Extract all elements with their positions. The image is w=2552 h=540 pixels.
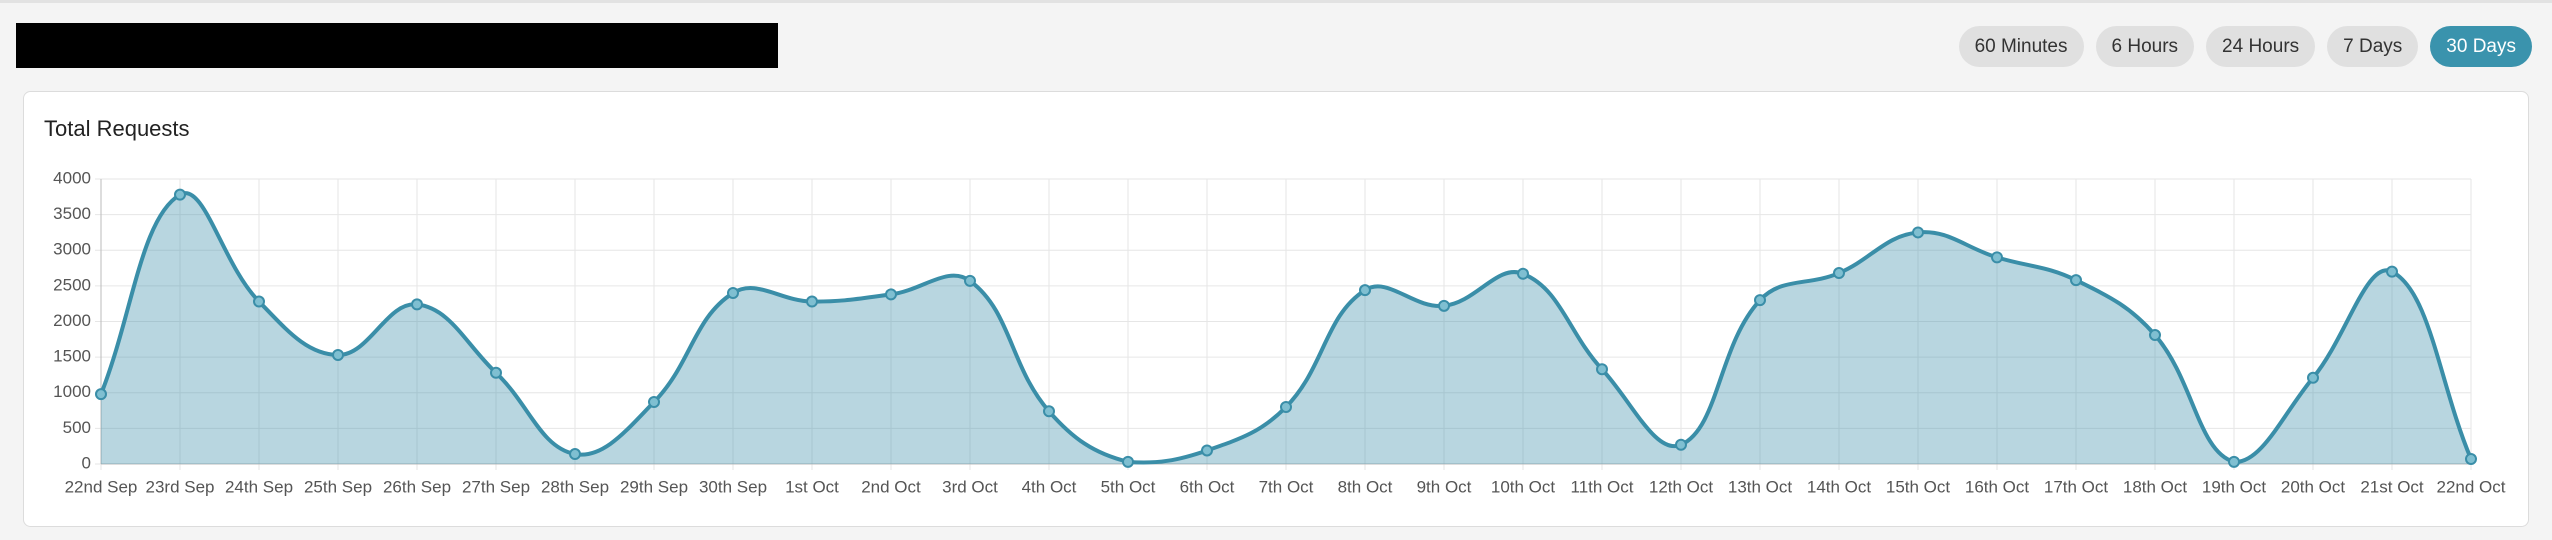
x-tick-label: 23rd Sep: [146, 477, 215, 496]
point: [885, 288, 897, 301]
x-tick-label: 15th Oct: [1886, 477, 1951, 496]
point: [2149, 329, 2161, 342]
x-tick-label: 27th Sep: [462, 477, 530, 496]
x-tick-label: 22nd Oct: [2437, 477, 2506, 496]
x-tick-label: 14th Oct: [1807, 477, 1872, 496]
point: [1991, 251, 2003, 264]
point: [2070, 274, 2082, 287]
redacted-title: [16, 23, 778, 68]
point: [1359, 284, 1371, 297]
y-tick-label: 3500: [53, 204, 91, 223]
point: [490, 366, 502, 379]
point: [1517, 267, 1529, 280]
x-tick-label: 18th Oct: [2123, 477, 2188, 496]
x-tick-label: 11th Oct: [1571, 477, 1634, 496]
range-button[interactable]: 60 Minutes: [1958, 26, 2084, 67]
x-tick-label: 13th Oct: [1728, 477, 1793, 496]
x-tick-label: 29th Sep: [620, 477, 688, 496]
point: [2307, 371, 2319, 384]
range-button[interactable]: 24 Hours: [2206, 26, 2316, 67]
point: [174, 188, 186, 201]
x-tick-label: 16th Oct: [1965, 477, 2030, 496]
x-tick-label: 28th Sep: [541, 477, 609, 496]
y-tick-label: 2000: [53, 311, 91, 330]
point: [1438, 299, 1450, 312]
range-button[interactable]: 6 Hours: [2095, 26, 2195, 67]
point: [1043, 405, 1055, 418]
point: [332, 348, 344, 361]
point: [1596, 363, 1608, 376]
point: [727, 287, 739, 299]
chart: Total Requests 22nd Sep 23rd Sep 24th Sep 2…: [16, 23, 2529, 527]
x-tick-label: 22nd Sep: [65, 477, 138, 496]
point: [2465, 453, 2477, 466]
x-tick-label: 20th Oct: [2281, 477, 2346, 496]
x-tick-label: 21st Oct: [2360, 477, 2424, 496]
x-tick-label: 12th Oct: [1649, 477, 1714, 496]
point: [569, 448, 581, 461]
y-tick-label: 1000: [53, 382, 91, 401]
x-tick-label: 19th Oct: [2202, 477, 2267, 496]
x-tick-label: 9th Oct: [1417, 477, 1472, 496]
x-tick-label: 24th Sep: [225, 477, 293, 496]
x-tick-label: 1st Oct: [785, 477, 839, 496]
point: [2228, 455, 2240, 468]
x-tick-label: 4th Oct: [1022, 477, 1077, 496]
point: [806, 295, 818, 308]
y-tick-label: 3000: [53, 240, 91, 259]
y-tick-label: 1500: [53, 347, 91, 366]
y-tick-label: 2500: [53, 275, 91, 294]
point: [1675, 438, 1687, 451]
point: [964, 274, 976, 287]
x-tick-label: 10th Oct: [1491, 477, 1556, 496]
range-button[interactable]: 7 Days: [2327, 26, 2419, 67]
point: [1833, 267, 1845, 280]
point: [1122, 455, 1134, 468]
chart-title: Total Requests: [44, 116, 190, 141]
point: [1280, 401, 1292, 413]
range-buttons: 60 Minutes 6 Hours 24 Hours 7 Days 30 Days: [1958, 26, 2532, 67]
point: [1201, 444, 1213, 457]
point: [95, 388, 107, 401]
point: [1912, 226, 1924, 239]
area: [101, 193, 2471, 464]
x-tick-label: 17th Oct: [2044, 477, 2109, 496]
x-tick-label: 6th Oct: [1180, 477, 1235, 496]
x-tick-label: 26th Sep: [383, 477, 451, 496]
point: [411, 298, 423, 311]
range-button[interactable]: 30 Days: [2430, 26, 2532, 67]
x-tick-label: 30th Sep: [699, 477, 767, 496]
x-tick-label: 7th Oct: [1259, 477, 1314, 496]
point: [648, 396, 660, 409]
point: [2386, 265, 2398, 278]
x-tick-label: 8th Oct: [1338, 477, 1393, 496]
chart-card: [23, 91, 2529, 527]
x-tick-label: 3rd Oct: [942, 477, 998, 496]
point: [253, 295, 265, 308]
y-tick-label: 4000: [53, 168, 91, 187]
x-tick-label: 25th Sep: [304, 477, 372, 496]
y-tick-label: 0: [82, 453, 91, 472]
y-tick-label: 500: [63, 418, 91, 437]
line: [99, 191, 2473, 465]
point: [1754, 294, 1766, 307]
x-tick-label: 2nd Oct: [861, 477, 921, 496]
x-tick-label: 5th Oct: [1101, 477, 1156, 496]
